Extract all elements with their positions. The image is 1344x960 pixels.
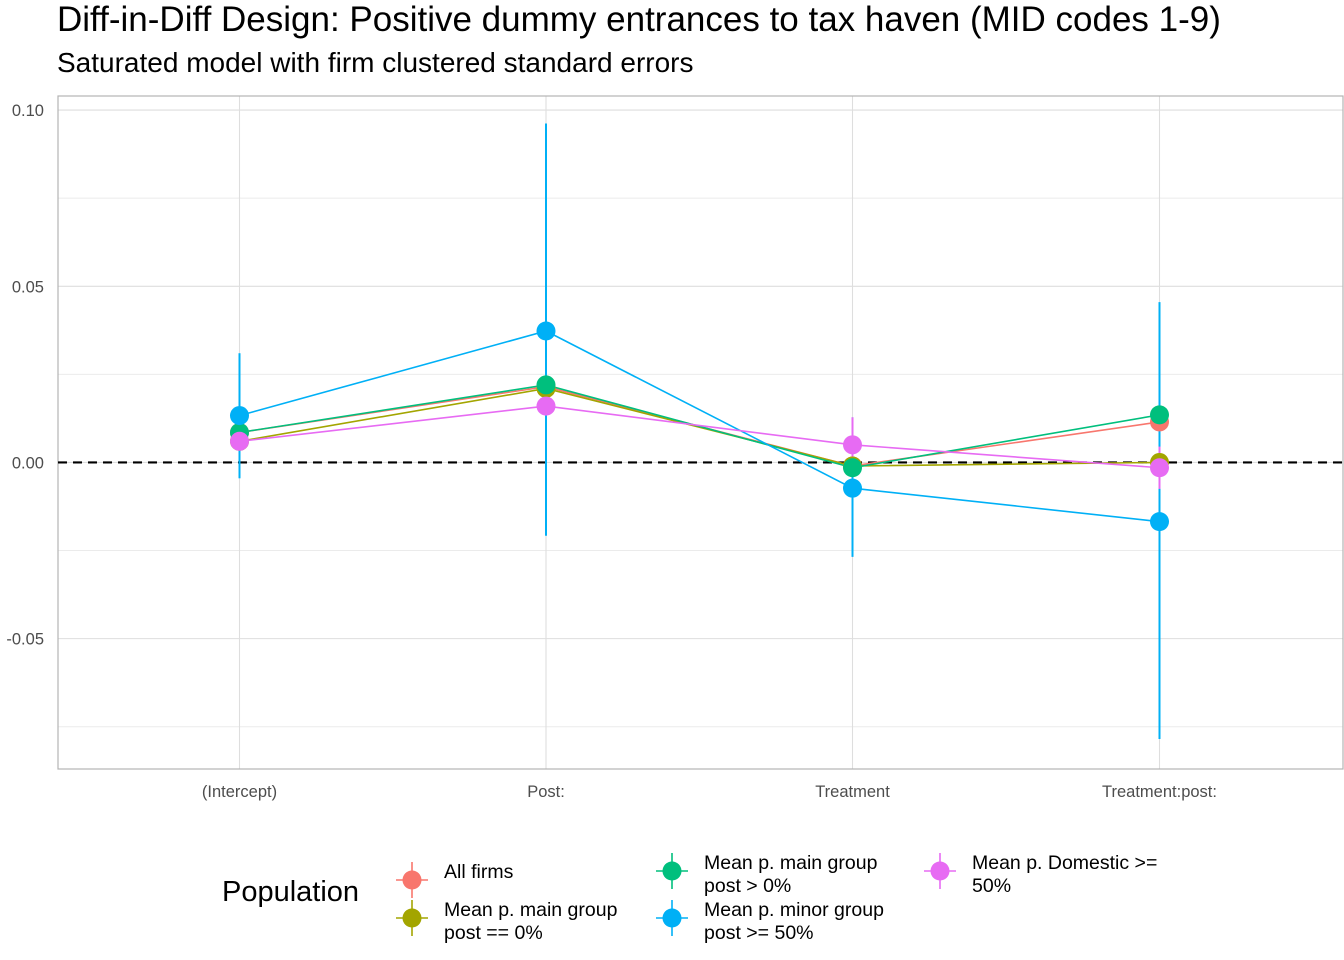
data-point — [536, 321, 556, 341]
data-point — [230, 406, 249, 426]
legend-key-point — [930, 861, 950, 881]
series-line — [239, 405, 1160, 469]
y-tick-label: -0.05 — [6, 631, 44, 649]
legend-key-icon — [924, 853, 956, 889]
x-tick-label: Treatment:post: — [1102, 783, 1217, 801]
legend-key-icon — [396, 900, 428, 936]
y-tick-label: 0.10 — [12, 102, 44, 120]
legend-key-point — [662, 861, 682, 881]
data-point — [1150, 458, 1169, 478]
data-point — [1150, 405, 1169, 425]
legend-label: All firms — [444, 861, 514, 883]
y-tick-label: 0.05 — [12, 278, 44, 296]
data-point — [843, 478, 862, 498]
legend-title: Population — [222, 876, 360, 908]
legend-label: Mean p. main group post > 0% — [704, 852, 878, 897]
chart-title: Diff-in-Diff Design: Positive dummy entr… — [57, 0, 1221, 39]
chart-subtitle: Saturated model with firm clustered stan… — [57, 47, 694, 78]
x-tick-label: Treatment — [815, 783, 890, 801]
legend-label: Mean p. main group post == 0% — [444, 899, 618, 944]
legend-key-point — [402, 908, 422, 928]
legend-key-icon — [656, 900, 688, 936]
data-point — [536, 375, 556, 395]
legend-label: Mean p. minor group post >= 50% — [704, 899, 884, 944]
data-point — [843, 458, 862, 478]
legend-key-point — [402, 870, 422, 890]
data-point — [843, 435, 862, 455]
series-line — [239, 330, 1160, 523]
series-line — [239, 387, 1160, 467]
data-point — [230, 431, 249, 451]
legend-key-icon — [656, 853, 688, 889]
series-line — [239, 384, 1160, 469]
legend: Population All firms Mean p. main group p… — [222, 846, 1222, 946]
panel-border — [57, 95, 1344, 770]
data-point — [1150, 512, 1169, 532]
x-tick-label: (Intercept) — [202, 783, 277, 801]
data-point — [536, 396, 556, 416]
legend-key-point — [662, 908, 682, 928]
legend-label: Mean p. Domestic >= 50% — [972, 852, 1158, 897]
y-tick-label: 0.00 — [12, 454, 44, 472]
x-tick-label: Post: — [527, 783, 565, 801]
legend-key-icon — [396, 862, 428, 898]
